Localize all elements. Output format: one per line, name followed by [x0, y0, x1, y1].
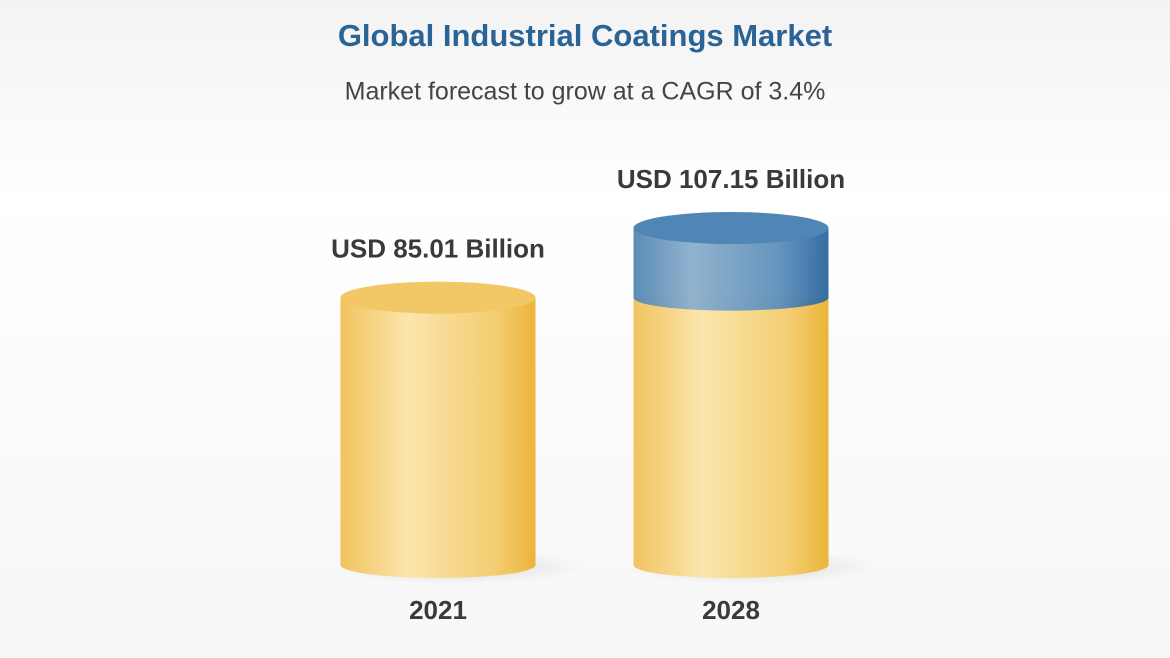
cylinder-top — [340, 281, 536, 314]
value-label: USD 107.15 Billion — [617, 164, 845, 194]
cylinder-top — [633, 212, 829, 244]
value-label: USD 85.01 Billion — [331, 234, 545, 264]
growth-segment — [633, 228, 829, 311]
chart-subtitle: Market forecast to grow at a CAGR of 3.4… — [345, 78, 826, 106]
x-tick-label: 2021 — [409, 595, 467, 625]
cylinder-body — [633, 297, 829, 578]
x-tick-label: 2028 — [702, 595, 760, 625]
chart-title: Global Industrial Coatings Market — [338, 18, 832, 53]
cylinder-body — [340, 297, 536, 578]
